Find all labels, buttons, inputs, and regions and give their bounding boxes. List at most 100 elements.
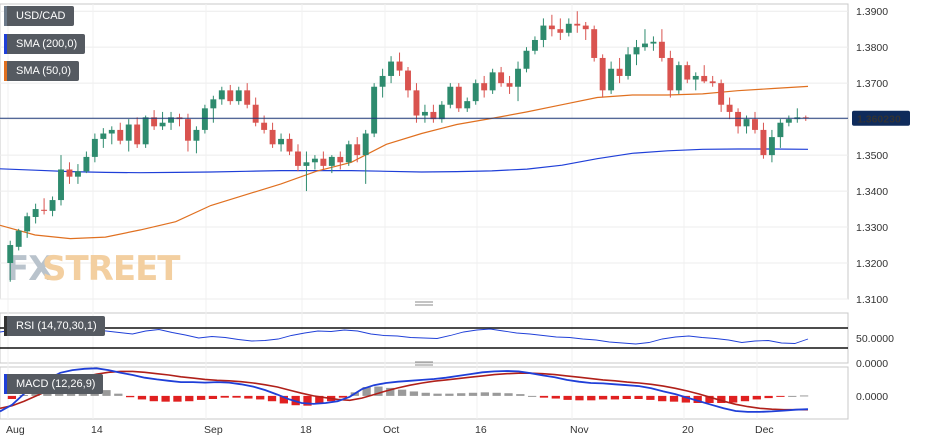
macd-histogram-bar [752,395,761,400]
candle-up [328,155,335,174]
candle-down [667,50,674,98]
candle-body [261,122,268,130]
candle-body [599,57,606,91]
candle-down [658,29,665,62]
candles [7,11,809,282]
macd-histogram-bar [740,395,750,402]
x-axis: Aug 14 Sep 18 Oct 16 Nov 20 Dec [6,424,774,436]
rsi-label: RSI (14,70,30,1) [16,320,97,332]
candle-body [531,39,538,51]
macd-line-path [0,367,809,413]
candle-body [692,75,699,80]
macd-histogram-bar [551,395,560,399]
candle-body [565,23,572,33]
candle-up [515,61,521,102]
candle-body [74,171,81,177]
candle-up [540,18,547,48]
macd-histogram-bar [622,395,631,399]
rsi-legend[interactable]: RSI (14,70,30,1) [4,316,105,336]
candle-body [41,209,48,211]
macd-histogram-bar [646,395,655,400]
x-tick-label: 14 [91,424,103,436]
candle-up [565,18,572,37]
candle-body [701,75,708,82]
macd-histogram-bar [764,395,773,399]
candle-body [320,158,327,166]
sma-200-swatch [4,34,7,54]
macd-histogram-bar [161,395,170,402]
candle-up [650,36,657,51]
candle-body [515,68,521,87]
macd-histogram-bar [693,395,702,403]
candle-body [785,119,792,123]
candle-body [642,43,648,48]
candle-body [616,68,623,76]
macd-tick-label: 0.0000 [856,391,888,403]
main-y-axis: 1.39001.38001.37001.36001.35001.34001.33… [856,6,888,306]
symbol-label[interactable]: USD/CAD [4,6,74,26]
macd-histogram-bar [409,391,419,396]
candle-down [66,162,73,184]
sma-200-line [0,148,809,174]
rsi-panel: 50.0000 0.0000 [0,327,894,370]
macd-histogram-bar [232,395,241,398]
candle-down [684,61,691,84]
candle-body [295,151,301,166]
candle-body [345,144,352,163]
macd-histogram-bar [598,395,608,400]
fxstreet-watermark: FX STREET [6,249,182,289]
candle-down [184,113,191,152]
candle-up [303,151,310,192]
x-tick-label: Sep [204,424,223,436]
candle-down [134,117,141,148]
candle-down [396,52,403,76]
candle-up [388,56,395,84]
macd-histogram-bar [457,393,466,396]
macd-histogram-bar [681,395,690,403]
candle-body [49,200,56,211]
candle-body [362,133,369,156]
macd-histogram-bar [397,389,407,396]
candle-down [117,122,124,145]
sma-200-legend[interactable]: SMA (200,0) [4,34,86,54]
candle-body [735,111,742,127]
macd-histogram-bar [799,395,809,397]
candle-body [472,83,479,102]
candle-body [151,117,158,127]
candle-body [218,90,225,100]
candle-body [328,156,335,166]
candle-up [100,128,107,148]
candle-body [608,68,615,91]
rsi-panel-resize-handle[interactable] [415,301,433,306]
candle-body [210,99,217,109]
candle-up [168,111,174,130]
macd-histogram-bar [658,395,667,402]
candle-body [286,138,293,152]
macd-legend[interactable]: MACD (12,26,9) [4,374,104,394]
candle-down [591,25,598,62]
candle-body [540,25,547,40]
sma-50-legend[interactable]: SMA (50,0) [4,61,80,81]
candle-up [608,61,615,94]
y-tick-label: 1.3400 [856,186,888,198]
candle-up [218,86,225,105]
macd-histogram-bar [433,393,442,396]
macd-panel-resize-handle[interactable] [415,361,433,366]
candle-body [193,129,200,141]
candle-body [489,72,496,91]
macd-histogram-bar [705,395,714,403]
y-tick-label: 1.3200 [856,258,888,270]
macd-histogram-bar [102,390,111,396]
candle-down [295,144,301,172]
candle-body [768,137,775,156]
candle-body [125,124,132,141]
candle-down [599,54,606,98]
candle-body [252,104,259,123]
macd-histogram-bar [516,394,525,396]
candle-down [244,83,251,109]
candle-body [227,90,234,102]
candle-down [735,108,742,134]
candle-up [777,119,784,148]
candle-body [100,133,107,139]
